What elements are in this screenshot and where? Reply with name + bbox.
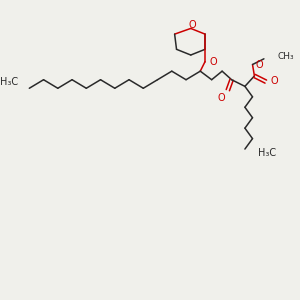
Text: O: O bbox=[189, 20, 196, 30]
Text: O: O bbox=[271, 76, 278, 86]
Text: O: O bbox=[255, 61, 263, 70]
Text: CH₃: CH₃ bbox=[277, 52, 294, 62]
Text: O: O bbox=[210, 57, 218, 67]
Text: H₃C: H₃C bbox=[258, 148, 276, 158]
Text: H₃C: H₃C bbox=[0, 76, 18, 87]
Text: O: O bbox=[217, 93, 225, 103]
